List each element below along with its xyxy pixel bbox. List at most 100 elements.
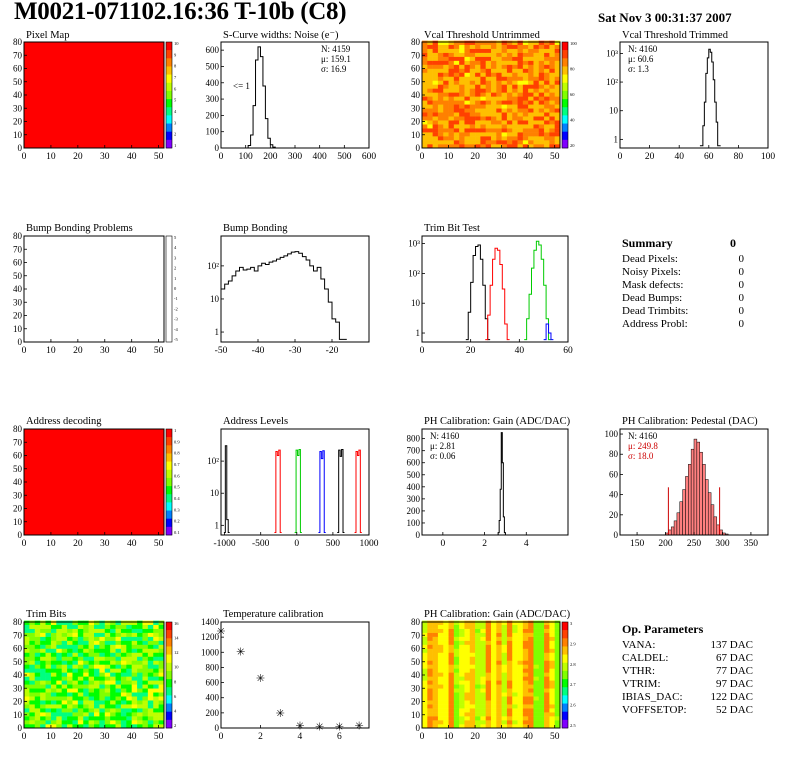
heatmap-cell [40, 672, 46, 677]
heatmap-cell [485, 688, 492, 693]
heatmap-cell [522, 84, 529, 89]
heatmap-cell [83, 708, 89, 713]
heatmap-cell [67, 672, 73, 677]
heatmap-cell [427, 104, 433, 109]
heatmap-cell [120, 684, 127, 689]
heatmap-cell [538, 132, 545, 137]
heatmap-cell [94, 644, 100, 649]
heatmap-cell [491, 60, 497, 65]
y-tick-label: 40 [411, 670, 421, 680]
heatmap-cell [501, 140, 508, 145]
heatmap-cell [448, 100, 455, 105]
heatmap-cell [29, 692, 36, 697]
heatmap-cell [34, 664, 41, 669]
heatmap-cell [554, 120, 561, 125]
heatmap-cell [475, 44, 481, 49]
heatmap-cell [480, 136, 486, 141]
y-tick-label: 80 [609, 449, 619, 459]
heatmap-cell [437, 108, 444, 113]
x-tick-label: 60 [704, 152, 714, 162]
palette-label: 16 [174, 621, 179, 626]
heatmap-cell [437, 680, 444, 685]
heatmap-cell [142, 696, 149, 701]
heatmap-cell [464, 700, 471, 705]
palette-swatch [562, 74, 568, 84]
heatmap-cell [24, 644, 30, 649]
heatmap-cell [432, 116, 439, 121]
heatmap-cell [448, 688, 455, 693]
heatmap-cell [432, 108, 439, 113]
heatmap-cell [443, 140, 449, 145]
chart-title: Address Levels [223, 416, 288, 427]
heatmap-cell [459, 624, 465, 629]
heatmap-cell [29, 660, 36, 665]
heatmap-cell [120, 712, 127, 717]
heatmap-cell [77, 648, 84, 653]
summary-row-label: Dead Bumps: [622, 292, 682, 304]
heatmap-cell [45, 724, 52, 729]
x-tick-label: 50 [550, 152, 560, 162]
heatmap-cell [469, 124, 476, 129]
heatmap-cell [491, 632, 497, 637]
heatmap-cell [147, 640, 154, 645]
x-tick-label: 10 [46, 539, 56, 549]
heatmap-cell [448, 72, 455, 77]
heatmap-cell [61, 664, 68, 669]
heatmap-cell [453, 56, 460, 61]
heatmap-cell [554, 92, 561, 97]
heatmap-cell [501, 716, 508, 721]
heatmap-cell [480, 720, 486, 725]
heatmap-cell [432, 68, 439, 73]
heatmap-cell [422, 664, 428, 669]
heatmap-cell [453, 144, 460, 149]
heatmap-cell [517, 628, 524, 633]
heatmap-cell [469, 644, 476, 649]
heatmap-cell [432, 84, 439, 89]
heatmap-cell [485, 652, 492, 657]
heatmap-cell [506, 668, 513, 673]
heatmap-cell [427, 92, 433, 97]
heatmap-cell [522, 652, 529, 657]
heatmap-cell [153, 696, 159, 701]
y-tick-label: 600 [407, 458, 421, 468]
heatmap-cell [517, 48, 524, 53]
histogram-series [274, 449, 282, 533]
heatmap-cell [469, 40, 476, 45]
palette-label: 4 [174, 245, 177, 250]
palette-label: 9 [174, 52, 177, 57]
heatmap-cell [459, 688, 465, 693]
heatmap-cell [549, 92, 555, 97]
heatmap-cell [448, 80, 455, 85]
heatmap-cell [45, 692, 52, 697]
heatmap-cell [40, 620, 46, 625]
palette-swatch [166, 260, 172, 269]
heatmap-cell [29, 700, 36, 705]
histogram-line [497, 432, 507, 536]
heatmap-cell [448, 636, 455, 641]
heatmap-cell [554, 40, 561, 45]
heatmap-cell [72, 692, 79, 697]
heatmap-cell [437, 672, 444, 677]
y-tick-label: 10 [609, 106, 619, 116]
heatmap-cell [437, 96, 444, 101]
heatmap-cell [464, 680, 471, 685]
heatmap-cell [533, 44, 540, 49]
heatmap-cell [549, 696, 555, 701]
palette-swatch [166, 244, 172, 253]
heatmap-cell [491, 104, 497, 109]
heatmap-cell [469, 672, 476, 677]
heatmap-cell [517, 720, 524, 725]
heatmap-cell [501, 136, 508, 141]
heatmap-cell [533, 640, 540, 645]
heatmap-cell [549, 100, 555, 105]
heatmap-cell [496, 128, 502, 133]
heatmap-cell [528, 76, 534, 81]
scatter-point: ✳ [256, 673, 265, 685]
heatmap-cell [67, 640, 73, 645]
heatmap-cell [485, 684, 492, 689]
heatmap-cell [453, 660, 460, 665]
heatmap-cell [56, 652, 62, 657]
heatmap-cell [506, 624, 513, 629]
heatmap-cell [34, 620, 41, 625]
